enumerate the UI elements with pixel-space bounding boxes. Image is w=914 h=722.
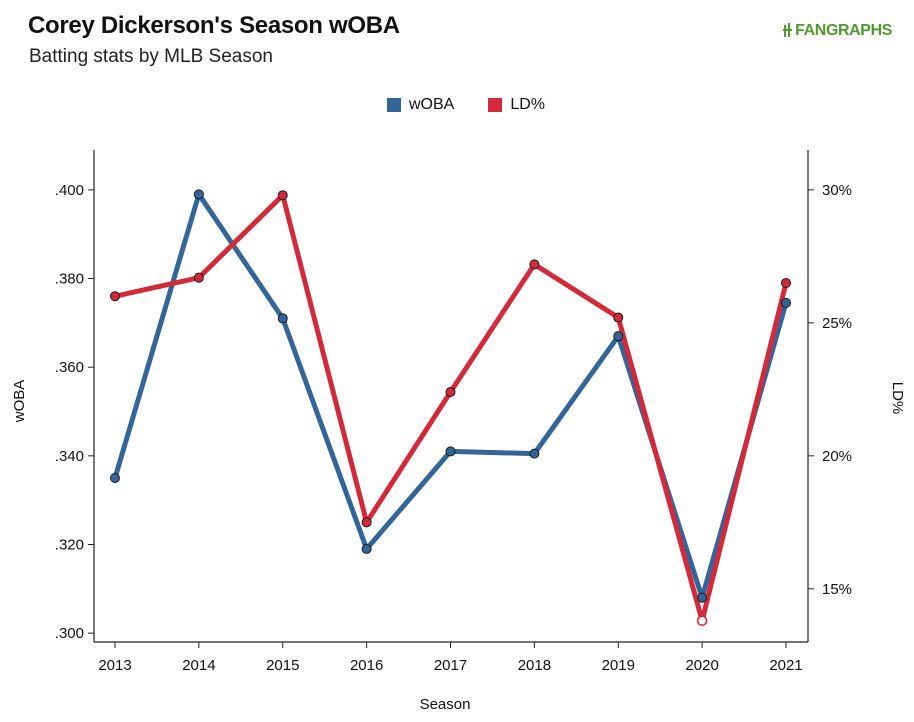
chart-series [110,189,791,627]
chart-title: Corey Dickerson's Season wOBA [28,12,400,39]
x-tick-label: 2016 [350,657,383,674]
x-tick-label: 2015 [266,657,299,674]
legend-swatch-ld [488,98,503,112]
data-point-woba-2014 [193,189,204,200]
x-tick-label: 2018 [518,657,551,674]
chart-axes: .300 .320 .340 .360 .380 .400 15% 20% 25% 30% 2013… [55,150,852,674]
data-point-woba-2020 [697,592,708,603]
fangraphs-logo[interactable]: FANGRAPHS [783,22,892,40]
data-point-woba-2019 [613,331,624,342]
y-tick-label: .300 [55,625,84,642]
legend-label-ld: LD% [510,96,546,113]
legend-label-woba: wOBA [408,96,455,113]
legend-item-ld[interactable]: LD% [488,96,545,114]
data-point-ld-2014 [193,272,204,283]
legend-swatch-woba [386,98,401,112]
x-tick-label: 2014 [182,657,215,674]
y2-tick-label: 20% [822,448,852,465]
y-tick-label: .340 [55,448,84,465]
data-point-woba-2017 [445,446,456,457]
legend-item-woba[interactable]: wOBA [386,96,455,114]
y-axis-title: wOBA [11,380,28,424]
data-point-ld-2020 [696,615,708,627]
data-point-ld-2013 [110,291,120,302]
data-point-ld-2018 [529,259,540,270]
y2-tick-label: 15% [822,581,852,598]
y-tick-label: .360 [55,359,84,376]
x-tick-label: 2019 [602,657,635,674]
data-point-woba-2016 [361,543,372,554]
x-tick-label: 2021 [769,657,802,674]
fangraphs-logo-icon [783,23,793,39]
y2-tick-label: 30% [822,182,852,199]
data-point-woba-2013 [110,473,120,483]
data-point-ld-2017 [445,387,456,398]
x-tick-label: 2013 [98,657,131,674]
data-point-ld-2015 [277,190,288,201]
y-tick-label: .380 [55,271,84,288]
data-point-ld-2021 [781,277,791,288]
series-line-ld [112,192,789,624]
y-tick-label: .320 [55,536,84,553]
chart-subtitle: Batting stats by MLB Season [29,46,273,67]
x-tick-label: 2017 [434,657,467,674]
data-point-ld-2016 [361,517,372,528]
y-tick-label: .400 [55,182,84,199]
fangraphs-logo-text: FANGRAPHS [795,22,892,39]
x-tick-label: 2020 [685,657,718,674]
y2-axis-title: LD% [889,382,906,415]
data-point-woba-2015 [277,313,288,324]
data-point-woba-2018 [529,448,540,459]
data-point-ld-2019 [613,312,624,323]
chart-legend: wOBA LD% [0,96,914,114]
x-axis-title: Season [420,696,471,713]
y2-tick-label: 25% [822,315,852,332]
data-point-woba-2021 [781,297,791,308]
